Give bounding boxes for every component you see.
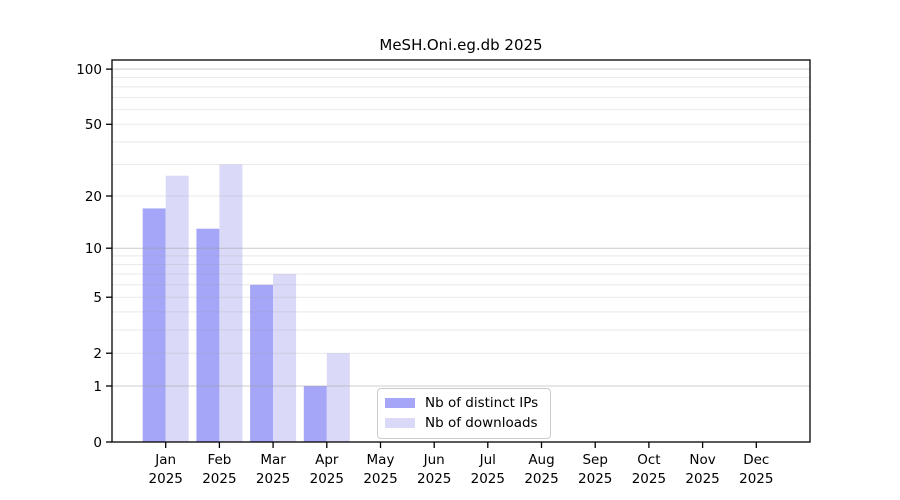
bar-ips-jan	[142, 208, 166, 442]
x-tick-year-apr: 2025	[310, 471, 344, 487]
bar-downloads-mar	[273, 274, 297, 442]
x-tick-year-oct: 2025	[632, 471, 666, 487]
x-tick-year-sep: 2025	[578, 471, 612, 487]
x-tick-year-aug: 2025	[524, 471, 558, 487]
y-tick-label-20: 20	[85, 189, 102, 205]
legend-label-downloads: Nb of downloads	[425, 415, 538, 431]
y-tick-label-0: 0	[93, 435, 102, 451]
x-tick-month-mar: Mar	[260, 452, 286, 468]
legend-item-distinct-ips: Nb of distinct IPs	[385, 395, 538, 411]
legend-label-distinct-ips: Nb of distinct IPs	[425, 395, 539, 411]
bars-layer	[142, 164, 350, 442]
y-tick-label-2: 2	[93, 346, 102, 362]
y-tick-label-1: 1	[93, 379, 102, 395]
x-axis: Jan 2025 Feb 2025 Mar 2025 Apr 2025 May 2025 Jun 20…	[149, 442, 773, 487]
x-tick-year-dec: 2025	[739, 471, 773, 487]
x-tick-year-mar: 2025	[256, 471, 290, 487]
x-tick-year-feb: 2025	[202, 471, 236, 487]
x-tick-month-feb: Feb	[207, 452, 231, 468]
y-axis: 0 1 2 5 10 20 50 100	[76, 62, 112, 451]
x-tick-month-aug: Aug	[528, 452, 554, 468]
gridlines-layer	[112, 68, 810, 387]
x-tick-year-jun: 2025	[417, 471, 451, 487]
legend-swatch-downloads	[385, 418, 415, 428]
y-tick-label-10: 10	[85, 241, 102, 257]
x-tick-month-jul: Jul	[479, 452, 496, 468]
bar-downloads-apr	[326, 353, 350, 442]
y-tick-label-5: 5	[93, 290, 102, 306]
x-tick-month-sep: Sep	[582, 452, 607, 468]
x-tick-year-may: 2025	[363, 471, 397, 487]
bar-downloads-feb	[219, 164, 243, 442]
x-tick-year-nov: 2025	[685, 471, 719, 487]
x-tick-month-jun: Jun	[423, 452, 445, 468]
y-tick-label-50: 50	[85, 117, 102, 133]
legend-item-downloads: Nb of downloads	[385, 415, 538, 431]
bar-ips-mar	[250, 284, 274, 442]
x-tick-year-jan: 2025	[149, 471, 183, 487]
x-tick-month-may: May	[367, 452, 395, 468]
x-tick-month-jan: Jan	[154, 452, 176, 468]
x-tick-month-apr: Apr	[315, 452, 339, 468]
legend: Nb of distinct IPs Nb of downloads	[377, 388, 552, 439]
bar-ips-feb	[196, 228, 220, 442]
bar-ips-apr	[303, 386, 327, 442]
x-tick-year-jul: 2025	[471, 471, 505, 487]
x-tick-month-dec: Dec	[743, 452, 769, 468]
y-tick-label-100: 100	[76, 62, 102, 78]
legend-swatch-distinct-ips	[385, 398, 415, 408]
chart-title: MeSH.Oni.eg.db 2025	[379, 36, 543, 54]
plot-border	[111, 59, 811, 443]
bar-downloads-jan	[165, 175, 189, 442]
x-tick-month-oct: Oct	[637, 452, 660, 468]
x-tick-month-nov: Nov	[689, 452, 715, 468]
